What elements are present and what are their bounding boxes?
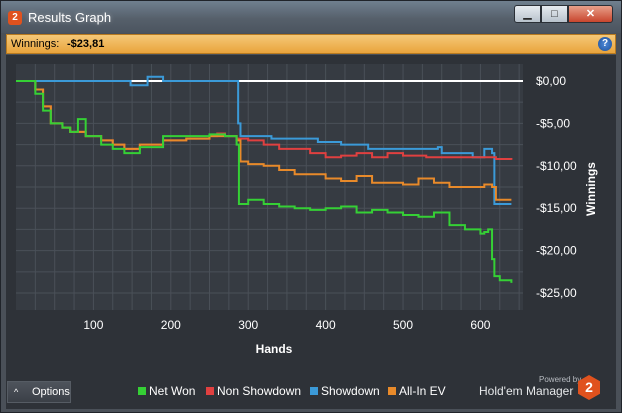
legend-swatch-all-in-ev [388, 387, 396, 395]
minimize-button[interactable]: ▁ [514, 5, 541, 23]
brand-name: Hold'em Manager [479, 384, 574, 398]
legend-label: Showdown [321, 384, 380, 398]
y-tick-label: -$20,00 [536, 244, 577, 258]
y-tick-label: -$5,00 [536, 116, 570, 130]
y-tick-label: -$25,00 [536, 286, 577, 300]
x-axis-ticks: 100 200 300 400 500 600 [83, 318, 490, 332]
series-lines [16, 75, 513, 283]
legend-swatch-net-won [138, 387, 146, 395]
results-graph-chart: 100 200 300 400 500 600 $0,00 -$5,00 -$10,00 -$1… [16, 64, 598, 356]
series-line-net-won [16, 79, 513, 283]
winnings-label: Winnings: [11, 38, 60, 50]
y-axis-ticks: $0,00 -$5,00 -$10,00 -$15,00 -$20,00 -$25,00 [536, 74, 577, 300]
legend-label: Non Showdown [217, 384, 302, 398]
y-axis-label: Winnings [584, 162, 598, 216]
x-tick-label: 600 [470, 318, 490, 332]
x-tick-label: 200 [161, 318, 181, 332]
options-label: Options [32, 386, 70, 398]
legend-swatch-non-showdown [206, 387, 214, 395]
window-title: Results Graph [28, 10, 112, 25]
powered-by-text: Powered by [539, 375, 582, 384]
maximize-button[interactable]: □ [541, 5, 568, 23]
x-tick-label: 500 [393, 318, 413, 332]
help-icon[interactable]: ? [598, 37, 612, 51]
legend-swatch-showdown [310, 387, 318, 395]
close-button[interactable]: ✕ [568, 5, 613, 23]
options-button[interactable]: ^ Options [7, 381, 71, 403]
winnings-bar: Winnings: -$23,81 ? [6, 34, 616, 54]
y-tick-label: -$10,00 [536, 159, 577, 173]
legend-label: All-In EV [399, 384, 446, 398]
x-tick-label: 100 [83, 318, 103, 332]
chevron-up-icon: ^ [14, 387, 19, 397]
title-bar[interactable]: 2 Results Graph ▁ □ ✕ [1, 1, 621, 33]
x-tick-label: 400 [316, 318, 336, 332]
x-tick-label: 300 [238, 318, 258, 332]
x-axis-label: Hands [256, 342, 293, 356]
app-logo-icon: 2 [8, 11, 22, 25]
winnings-value: -$23,81 [67, 38, 105, 50]
holdem-manager-logo-icon: 2 [578, 375, 600, 400]
y-tick-label: $0,00 [536, 74, 566, 88]
legend-label: Net Won [149, 384, 196, 398]
y-tick-label: -$15,00 [536, 201, 577, 215]
